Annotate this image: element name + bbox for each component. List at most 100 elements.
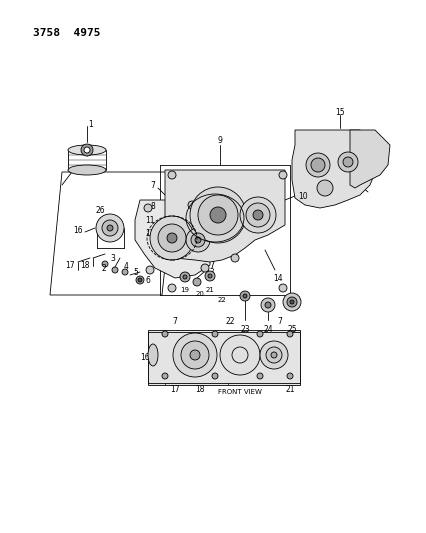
Text: 26: 26 xyxy=(95,206,104,214)
Circle shape xyxy=(316,180,332,196)
Polygon shape xyxy=(164,170,284,262)
Circle shape xyxy=(342,157,352,167)
Text: 9: 9 xyxy=(217,135,222,144)
Text: 12: 12 xyxy=(145,229,155,238)
Text: 22: 22 xyxy=(225,318,234,327)
Text: 15: 15 xyxy=(334,108,344,117)
Text: 19: 19 xyxy=(180,287,189,293)
Circle shape xyxy=(286,373,292,379)
Circle shape xyxy=(161,373,167,379)
Circle shape xyxy=(253,210,262,220)
Circle shape xyxy=(195,237,201,243)
Ellipse shape xyxy=(68,165,106,175)
Circle shape xyxy=(187,201,196,209)
Circle shape xyxy=(84,147,90,153)
Circle shape xyxy=(158,224,186,252)
Circle shape xyxy=(102,220,118,236)
Circle shape xyxy=(310,158,324,172)
Text: 17: 17 xyxy=(65,261,75,270)
Circle shape xyxy=(81,144,93,156)
Circle shape xyxy=(180,272,190,282)
Circle shape xyxy=(144,204,152,212)
Circle shape xyxy=(167,233,177,243)
Text: 16: 16 xyxy=(73,225,83,235)
Circle shape xyxy=(230,254,239,262)
Circle shape xyxy=(245,203,269,227)
Circle shape xyxy=(181,341,208,369)
Circle shape xyxy=(265,347,281,363)
Ellipse shape xyxy=(68,145,106,155)
Circle shape xyxy=(102,261,108,267)
Circle shape xyxy=(186,228,210,252)
Circle shape xyxy=(112,267,118,273)
Text: 21: 21 xyxy=(285,385,294,394)
Polygon shape xyxy=(148,330,299,385)
Circle shape xyxy=(256,331,262,337)
Circle shape xyxy=(210,207,225,223)
Circle shape xyxy=(211,373,218,379)
Circle shape xyxy=(193,278,201,286)
Circle shape xyxy=(96,214,124,242)
Circle shape xyxy=(286,331,292,337)
Text: 17: 17 xyxy=(170,385,179,394)
Circle shape xyxy=(138,278,142,282)
Text: 18: 18 xyxy=(195,385,204,394)
Text: 3758  4975: 3758 4975 xyxy=(33,28,100,38)
Text: 16: 16 xyxy=(140,353,150,362)
Circle shape xyxy=(107,225,113,231)
Text: 25: 25 xyxy=(287,326,296,335)
Circle shape xyxy=(265,302,271,308)
Text: 11: 11 xyxy=(145,215,155,224)
Text: 24: 24 xyxy=(262,326,272,335)
Circle shape xyxy=(239,291,249,301)
Circle shape xyxy=(207,274,211,278)
Polygon shape xyxy=(349,130,389,188)
Text: 22: 22 xyxy=(217,297,226,303)
Circle shape xyxy=(289,300,294,304)
Text: 3: 3 xyxy=(110,254,115,262)
Circle shape xyxy=(242,294,246,298)
Circle shape xyxy=(146,266,154,274)
Circle shape xyxy=(122,269,128,275)
Text: 8: 8 xyxy=(150,201,155,211)
Circle shape xyxy=(278,284,286,292)
Circle shape xyxy=(190,233,204,247)
Circle shape xyxy=(190,350,199,360)
Text: 21: 21 xyxy=(205,287,214,293)
Circle shape xyxy=(183,275,187,279)
Text: 7: 7 xyxy=(172,318,177,327)
Text: 7: 7 xyxy=(277,318,282,327)
Circle shape xyxy=(219,335,259,375)
Circle shape xyxy=(173,333,216,377)
Text: 18: 18 xyxy=(80,261,89,270)
Text: 14: 14 xyxy=(273,273,282,282)
Text: 4: 4 xyxy=(123,262,128,271)
Polygon shape xyxy=(135,200,210,278)
Circle shape xyxy=(198,195,237,235)
Polygon shape xyxy=(148,332,299,383)
Circle shape xyxy=(239,197,275,233)
Text: 10: 10 xyxy=(297,191,307,200)
Text: 13: 13 xyxy=(205,268,214,277)
Circle shape xyxy=(286,297,296,307)
Circle shape xyxy=(278,171,286,179)
Circle shape xyxy=(190,187,245,243)
Ellipse shape xyxy=(148,344,158,366)
Circle shape xyxy=(201,264,208,272)
Circle shape xyxy=(167,171,176,179)
Circle shape xyxy=(337,152,357,172)
Circle shape xyxy=(282,293,300,311)
Circle shape xyxy=(256,373,262,379)
Circle shape xyxy=(150,216,193,260)
Text: 5: 5 xyxy=(133,268,138,277)
Text: 23: 23 xyxy=(239,326,249,335)
Text: 2: 2 xyxy=(101,263,106,272)
Text: 7: 7 xyxy=(150,181,155,190)
Polygon shape xyxy=(291,130,377,208)
Circle shape xyxy=(167,284,176,292)
Text: 6: 6 xyxy=(145,276,150,285)
Circle shape xyxy=(259,341,287,369)
Circle shape xyxy=(271,352,276,358)
Text: FRONT VIEW: FRONT VIEW xyxy=(218,389,261,395)
Text: 1: 1 xyxy=(89,119,93,128)
